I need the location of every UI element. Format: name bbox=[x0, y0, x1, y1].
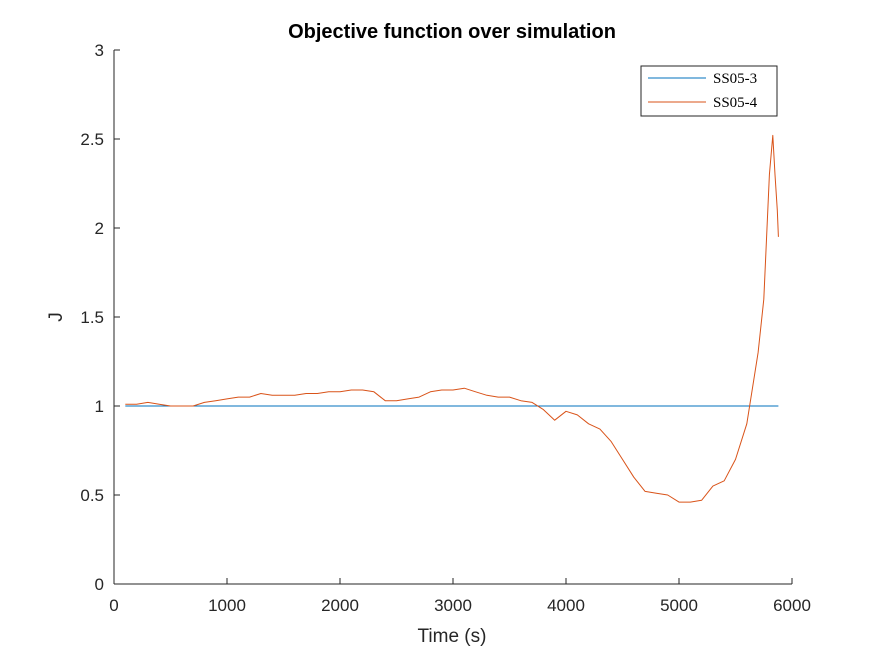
x-tick-label: 1000 bbox=[208, 596, 246, 615]
y-tick-label: 0.5 bbox=[80, 486, 104, 505]
x-axis-label: Time (s) bbox=[418, 626, 487, 647]
series-lines bbox=[125, 134, 779, 503]
plot-area: 0 1000 2000 3000 4000 5000 6000 0 0.5 1 1.5 2 2.5 3 bbox=[80, 41, 811, 615]
legend-box bbox=[640, 65, 778, 117]
chart-title: Objective function over simulation bbox=[288, 21, 616, 43]
x-tick-label: 2000 bbox=[321, 596, 359, 615]
y-axis-label: J bbox=[46, 312, 67, 322]
x-tick-label: 6000 bbox=[773, 596, 811, 615]
y-tick-label: 2.5 bbox=[80, 130, 104, 149]
y-tick-label: 3 bbox=[95, 41, 104, 60]
legend-label-ss05-4: SS05-4 bbox=[713, 95, 758, 111]
y-tick-label: 2 bbox=[95, 219, 104, 238]
y-ticks: 0 0.5 1 1.5 2 2.5 3 bbox=[80, 41, 120, 594]
x-ticks: 0 1000 2000 3000 4000 5000 6000 bbox=[109, 578, 811, 615]
series-line-ss05-4 bbox=[125, 134, 779, 503]
legend-label-ss05-3: SS05-3 bbox=[713, 71, 757, 87]
y-tick-label: 0 bbox=[95, 575, 104, 594]
y-tick-label: 1.5 bbox=[80, 308, 104, 327]
x-tick-label: 5000 bbox=[660, 596, 698, 615]
x-tick-label: 0 bbox=[109, 596, 118, 615]
y-tick-label: 1 bbox=[95, 397, 104, 416]
x-tick-label: 3000 bbox=[434, 596, 472, 615]
legend: SS05-3 SS05-4 bbox=[640, 65, 778, 117]
x-tick-label: 4000 bbox=[547, 596, 585, 615]
